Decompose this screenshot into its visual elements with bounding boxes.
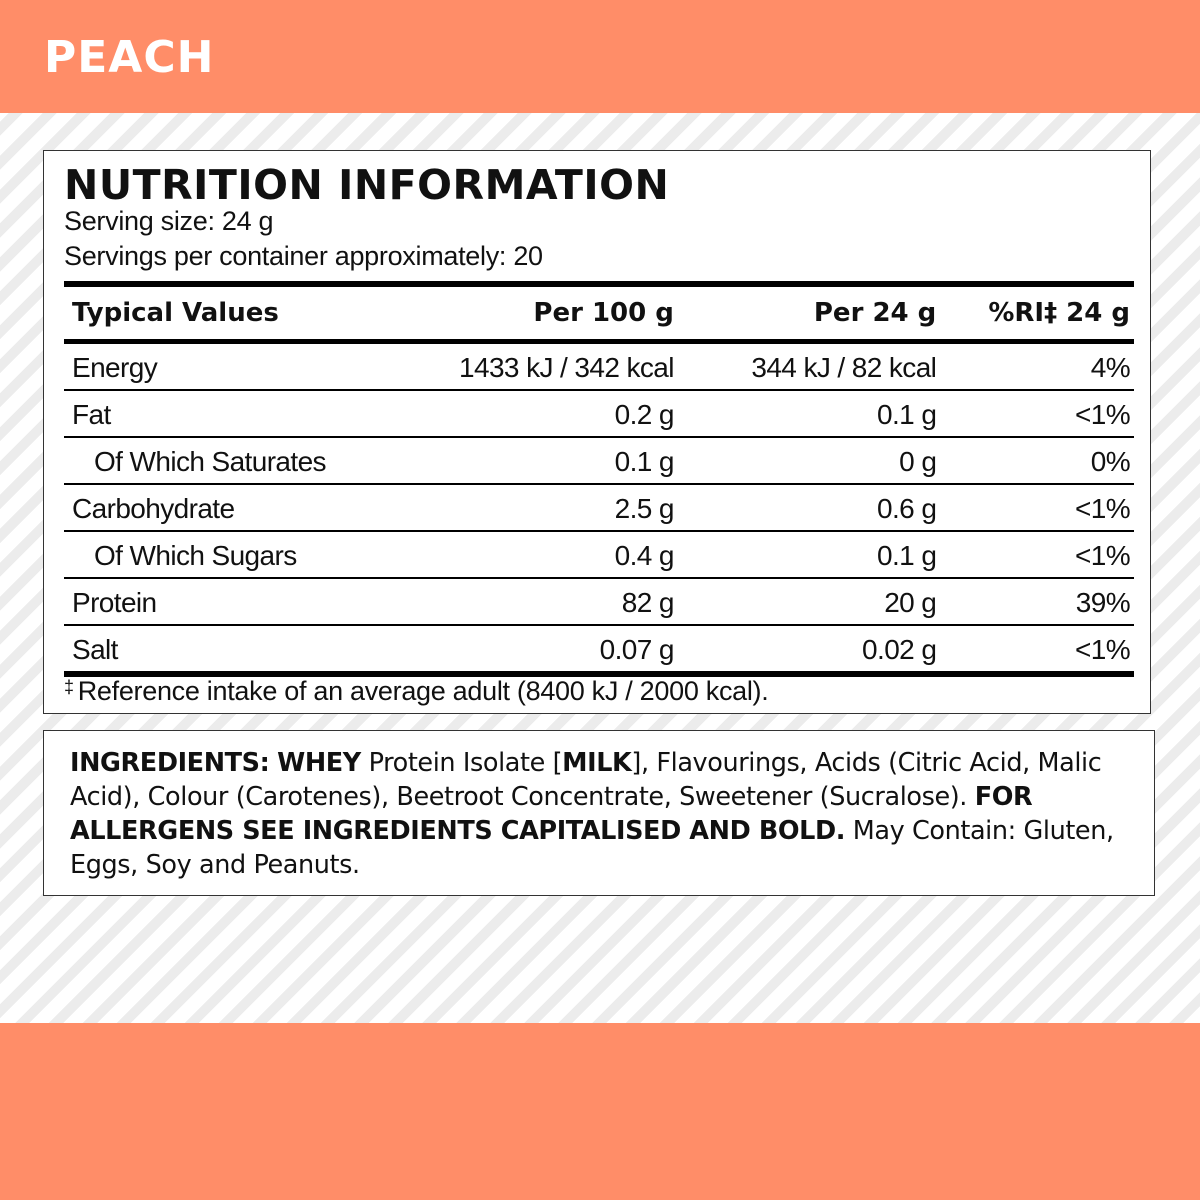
bottom-banner [0, 1023, 1200, 1200]
flavour-title: PEACH [44, 32, 215, 83]
column-header-typical-values: Typical Values [64, 281, 415, 344]
column-header-per-100g: Per 100 g [414, 281, 678, 344]
table-row-protein: Protein 82 g 20 g 39% [64, 578, 1134, 626]
nutrition-table: Typical Values Per 100 g Per 24 g %RI‡ 2… [64, 281, 1134, 677]
table-row-saturates: Of Which Saturates 0.1 g 0 g 0% [64, 437, 1134, 485]
value-per-100g: 0.07 g [414, 625, 678, 677]
top-banner: PEACH [0, 0, 1200, 113]
ingredients-text: INGREDIENTS: WHEY Protein Isolate [MILK]… [70, 746, 1134, 882]
value-per-100g: 0.2 g [414, 390, 678, 438]
value-ri: 0% [940, 437, 1134, 485]
nutrient-name: Energy [64, 341, 415, 391]
nutrient-name: Of Which Saturates [64, 437, 415, 485]
value-per-24g: 344 kJ / 82 kcal [677, 341, 941, 391]
allergen-notice: FOR ALLERGENS SEE INGREDIENTS CAPITALISE… [70, 782, 1033, 846]
nutrition-panel: NUTRITION INFORMATION Serving size: 24 g… [43, 150, 1151, 714]
value-per-100g: 1433 kJ / 342 kcal [414, 341, 678, 391]
value-ri: <1% [940, 625, 1134, 677]
value-ri: <1% [940, 390, 1134, 438]
ingredient-segment: MILK [562, 748, 632, 778]
value-ri: 4% [940, 341, 1134, 391]
ingredient-segment: Protein Isolate [ [360, 748, 563, 778]
value-per-24g: 20 g [677, 578, 941, 626]
table-row-fat: Fat 0.2 g 0.1 g <1% [64, 390, 1134, 438]
nutrient-name: Salt [64, 625, 415, 677]
footnote-symbol: ‡ [64, 677, 74, 697]
table-row-carbohydrate: Carbohydrate 2.5 g 0.6 g <1% [64, 484, 1134, 532]
value-per-24g: 0 g [677, 437, 941, 485]
value-per-24g: 0.6 g [677, 484, 941, 532]
nutrient-name: Of Which Sugars [64, 531, 415, 579]
ingredients-panel: INGREDIENTS: WHEY Protein Isolate [MILK]… [43, 730, 1155, 896]
value-ri: 39% [940, 578, 1134, 626]
value-per-100g: 2.5 g [414, 484, 678, 532]
reference-intake-footnote: ‡ Reference intake of an average adult (8… [64, 669, 769, 709]
servings-per-container: Servings per container approximately: 20 [64, 241, 543, 271]
table-row-sugars: Of Which Sugars 0.4 g 0.1 g <1% [64, 531, 1134, 579]
table-row-energy: Energy 1433 kJ / 342 kcal 344 kJ / 82 kc… [64, 341, 1134, 391]
column-header-ri: %RI‡ 24 g [940, 281, 1134, 344]
ingredient-segment: ], Flavourings, Acids (Citric Acid, Mali… [70, 748, 1102, 812]
table-row-salt: Salt 0.07 g 0.02 g <1% [64, 625, 1134, 677]
ingredient-segment: WHEY [277, 748, 361, 778]
value-per-100g: 82 g [414, 578, 678, 626]
value-per-24g: 0.1 g [677, 531, 941, 579]
ingredients-label: INGREDIENTS: [70, 748, 270, 778]
nutrient-name: Fat [64, 390, 415, 438]
value-per-24g: 0.02 g [677, 625, 941, 677]
table-header-row: Typical Values Per 100 g Per 24 g %RI‡ 2… [64, 281, 1134, 344]
nutrition-heading: NUTRITION INFORMATION [64, 161, 670, 209]
value-per-100g: 0.4 g [414, 531, 678, 579]
nutrient-name: Protein [64, 578, 415, 626]
serving-size: Serving size: 24 g [64, 206, 274, 236]
may-contain-notice: May Contain: Gluten, Eggs, Soy and Peanu… [70, 816, 1114, 880]
value-ri: <1% [940, 531, 1134, 579]
value-per-100g: 0.1 g [414, 437, 678, 485]
value-ri: <1% [940, 484, 1134, 532]
column-header-per-24g: Per 24 g [677, 281, 941, 344]
value-per-24g: 0.1 g [677, 390, 941, 438]
footnote-text: Reference intake of an average adult (84… [77, 676, 769, 706]
nutrient-name: Carbohydrate [64, 484, 415, 532]
